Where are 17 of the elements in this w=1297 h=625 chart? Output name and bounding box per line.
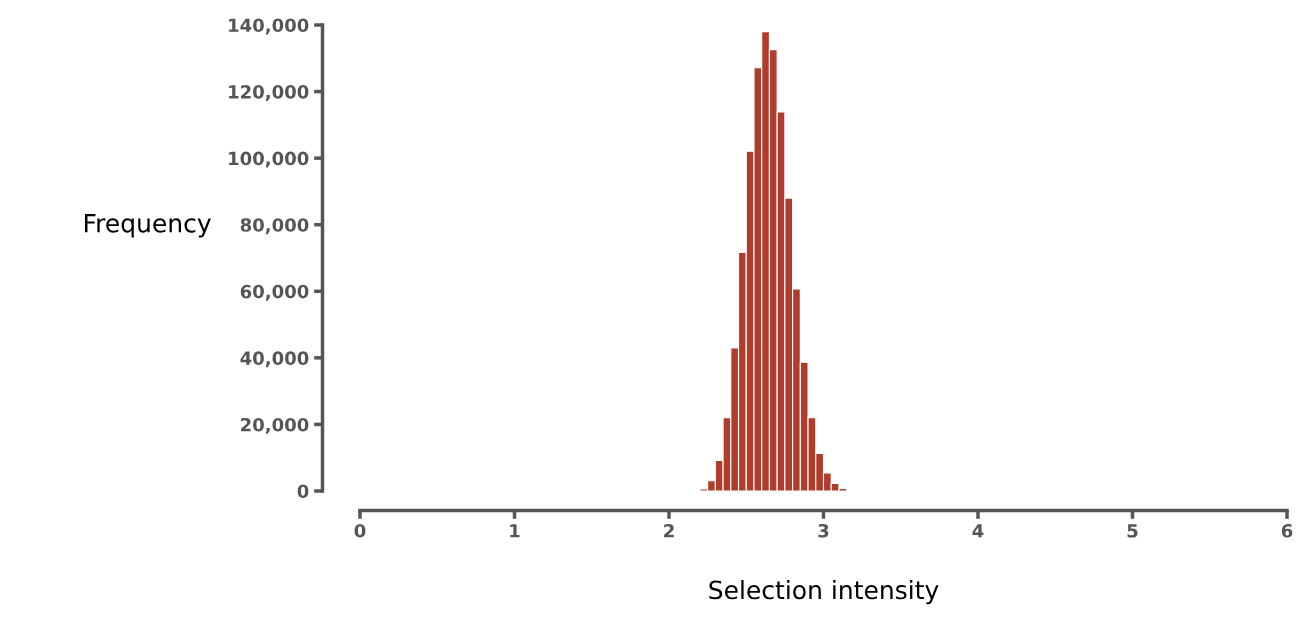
y-tick-label: 20,000 — [241, 417, 309, 434]
x-tick-label: 5 — [1127, 524, 1138, 538]
x-tick-label: 4 — [972, 524, 984, 538]
x-tick-label: 0 — [354, 523, 366, 538]
x-axis-title: Selection intensity — [709, 580, 939, 605]
x-tick-label: 6 — [1281, 523, 1293, 538]
x-tick-label: 3 — [818, 523, 829, 538]
y-tick-label: 0 — [297, 484, 309, 499]
x-tick-label: 2 — [664, 523, 674, 538]
y-tick-label: 100,000 — [229, 151, 309, 168]
y-tick-label: 120,000 — [229, 85, 309, 101]
y-tick-label: 140,000 — [229, 18, 309, 35]
y-tick-label: 60,000 — [240, 284, 309, 301]
y-tick-label: 80,000 — [240, 218, 309, 235]
y-axis-title: Frequency — [84, 214, 211, 238]
y-tick-label: 40,000 — [240, 351, 309, 368]
x-tick-label: 1 — [510, 524, 520, 538]
